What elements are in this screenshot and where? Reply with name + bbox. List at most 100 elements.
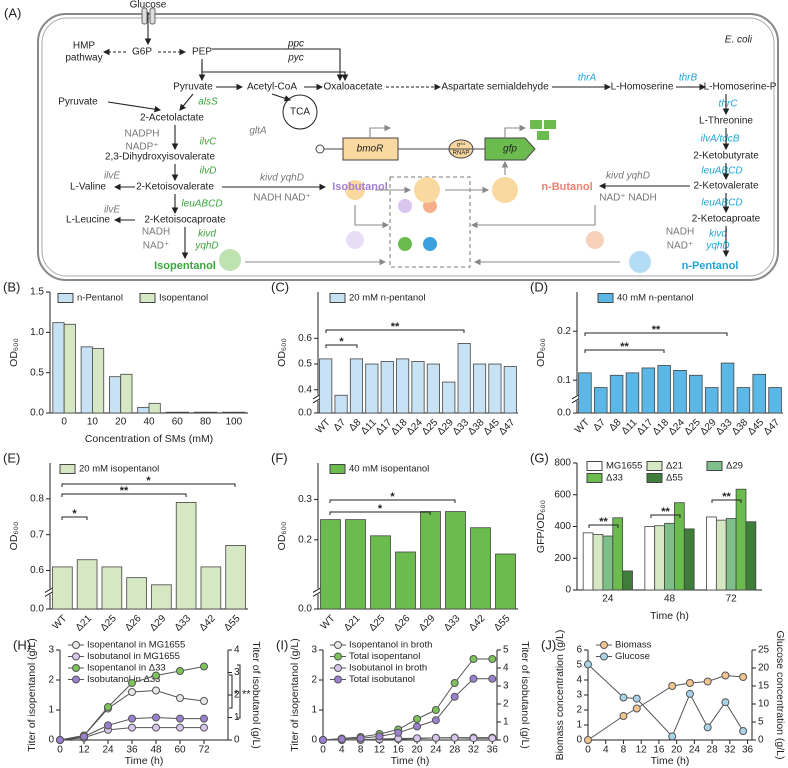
x-tick-label: 16	[393, 745, 405, 756]
bar	[495, 553, 516, 610]
point	[739, 673, 748, 681]
x-tick-label: 100	[226, 417, 243, 428]
x-tick-label: Δ21	[74, 613, 95, 634]
panel-label: (C)	[271, 279, 289, 294]
pentanol-dot	[423, 237, 437, 251]
legend-label: Δ21	[666, 461, 683, 472]
gfp-protein	[537, 131, 549, 140]
x-tick-label: WT	[51, 613, 70, 632]
x-tick-label: 12	[78, 745, 90, 756]
diagram-label: NAD⁺	[143, 241, 169, 252]
point	[80, 732, 88, 741]
x-tick-label: Δ26	[392, 613, 413, 634]
point	[152, 723, 160, 732]
y-axis-label: OD₆₀₀	[535, 338, 547, 367]
diagram-label: ilvE	[104, 171, 120, 182]
y-axis-label: Titer of isopentanol (g/L)	[289, 638, 301, 751]
y-tick-label: 2	[311, 675, 317, 686]
legend-swatch	[139, 293, 156, 303]
diagram-label: 2-Ketovalerate	[693, 181, 758, 192]
bar	[349, 358, 364, 414]
y-tick-label: 1	[576, 720, 582, 731]
bar	[612, 517, 624, 591]
y2-tick-label: 2	[503, 699, 509, 710]
point	[152, 671, 160, 680]
y-tick-label: 1.5	[30, 287, 44, 298]
bar	[664, 522, 675, 591]
point	[128, 679, 136, 687]
diagram-label: Acetyl-CoA	[247, 82, 297, 93]
diagram-label: pyc	[287, 53, 304, 64]
bar	[445, 511, 466, 610]
bar	[625, 372, 640, 414]
point	[488, 655, 497, 663]
diagram-label: thrB	[679, 73, 698, 84]
significance-label: **	[652, 324, 661, 336]
bar	[395, 551, 416, 610]
point	[450, 679, 459, 687]
bar	[200, 566, 222, 610]
y-axis-label: Titer of isopentanol (g/L)	[26, 638, 38, 751]
legend-label: Isopentanol in broth	[349, 640, 432, 651]
bar	[472, 363, 487, 414]
panel-label: (G)	[530, 450, 549, 465]
legend-swatch	[646, 473, 663, 483]
x-tick-label: 20	[671, 745, 683, 756]
point	[668, 682, 677, 690]
axis-break	[312, 588, 520, 595]
significance-label: *	[146, 475, 151, 487]
bar	[592, 534, 604, 591]
legend-label: Isopentanol in Δ33	[87, 663, 166, 674]
bar	[222, 411, 235, 414]
diagram-label: NADH	[142, 227, 170, 238]
diagram-label: kivd	[198, 229, 216, 240]
legend-label: 20 mM isopentanol	[79, 464, 159, 475]
y-tick-label: 0.6	[30, 565, 44, 576]
isobutanol-glow	[346, 231, 364, 249]
y-tick-label: 0.7	[30, 529, 44, 540]
diagram-label: leuABCD	[701, 198, 742, 209]
point	[488, 674, 497, 683]
x-tick-label: 60	[172, 417, 184, 428]
x-tick-label: Δ26	[123, 613, 144, 634]
bar	[365, 363, 379, 414]
point	[619, 693, 628, 702]
legend-marker	[334, 675, 342, 684]
bar	[148, 402, 161, 414]
pathway-arrow	[504, 124, 527, 138]
x-axis-label: Concentration of SMs (mM)	[85, 433, 213, 445]
x-tick-label: 48	[150, 745, 162, 756]
x-tick-label: Δ55	[492, 613, 513, 634]
bar	[76, 559, 98, 610]
x-tick-label: 8	[358, 745, 364, 756]
x-tick-label: Δ42	[197, 613, 218, 634]
bar	[370, 535, 391, 610]
y-tick-label: 0.2	[557, 326, 571, 337]
bar	[654, 525, 665, 591]
significance-bracket	[588, 524, 619, 528]
y2-tick-label: 0	[234, 735, 240, 746]
diagram-label: pathway	[65, 53, 102, 64]
bar	[80, 346, 93, 414]
legend-label: 40 mM isopentanol	[349, 464, 429, 475]
legend-label: Isobutanol in MG1655	[87, 651, 180, 662]
diagram-label: NADP⁺	[125, 142, 158, 153]
bar	[752, 373, 766, 414]
x-tick-label: 36	[487, 745, 499, 756]
x-tick-label: Δ25	[98, 613, 119, 634]
bar	[426, 363, 440, 414]
legend-label: Δ29	[726, 461, 743, 472]
y2-tick-label: 4	[503, 663, 509, 674]
cell-membrane	[41, 17, 775, 277]
y-axis-label: OD₆₀₀	[8, 522, 20, 551]
panel-label: (H)	[13, 637, 31, 652]
diagram-label: 2-Ketoisocaproate	[144, 215, 226, 226]
diagram-label: L-Homoserine	[611, 82, 674, 93]
point	[721, 671, 730, 680]
legend-label: Δ55	[666, 473, 683, 484]
x-tick-label: 0	[57, 745, 63, 756]
diagram-label: L-Leucine	[66, 215, 110, 226]
y-axis-label: OD₆₀₀	[276, 522, 288, 551]
y2-tick-label: 0	[758, 735, 764, 746]
